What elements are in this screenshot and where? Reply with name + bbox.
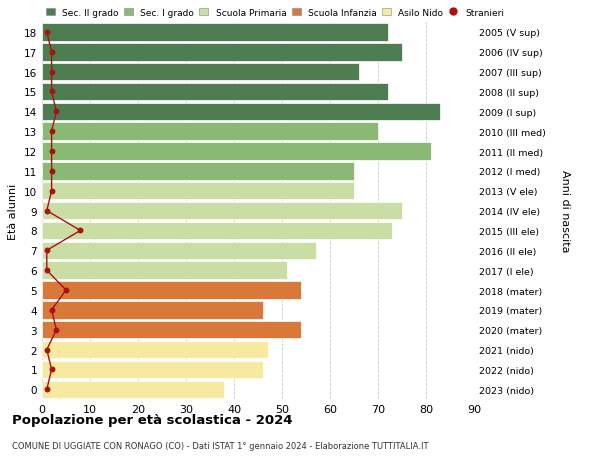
Bar bbox=[42, 84, 388, 101]
Bar bbox=[42, 381, 224, 398]
Text: COMUNE DI UGGIATE CON RONAGO (CO) - Dati ISTAT 1° gennaio 2024 - Elaborazione TU: COMUNE DI UGGIATE CON RONAGO (CO) - Dati… bbox=[12, 441, 428, 450]
Text: Popolazione per età scolastica - 2024: Popolazione per età scolastica - 2024 bbox=[12, 413, 293, 426]
Y-axis label: Anni di nascita: Anni di nascita bbox=[560, 170, 569, 252]
Bar bbox=[42, 321, 301, 339]
Point bbox=[47, 49, 56, 56]
Point bbox=[76, 227, 85, 235]
Y-axis label: Età alunni: Età alunni bbox=[8, 183, 19, 239]
Bar bbox=[42, 242, 316, 259]
Bar bbox=[42, 262, 287, 279]
Bar bbox=[42, 163, 354, 180]
Point bbox=[47, 366, 56, 373]
Point bbox=[52, 108, 61, 116]
Point bbox=[47, 128, 56, 135]
Bar bbox=[42, 202, 402, 220]
Bar bbox=[42, 282, 301, 299]
Bar bbox=[42, 103, 440, 121]
Point bbox=[47, 307, 56, 314]
Point bbox=[52, 326, 61, 334]
Point bbox=[47, 148, 56, 156]
Point bbox=[42, 267, 52, 274]
Legend: Sec. II grado, Sec. I grado, Scuola Primaria, Scuola Infanzia, Asilo Nido, Stran: Sec. II grado, Sec. I grado, Scuola Prim… bbox=[42, 5, 508, 21]
Point bbox=[61, 287, 71, 294]
Bar bbox=[42, 44, 402, 62]
Point bbox=[42, 346, 52, 353]
Point bbox=[42, 247, 52, 254]
Bar bbox=[42, 183, 354, 200]
Point bbox=[47, 69, 56, 76]
Point bbox=[47, 188, 56, 195]
Point bbox=[42, 207, 52, 215]
Bar bbox=[42, 64, 359, 81]
Bar bbox=[42, 143, 431, 161]
Bar bbox=[42, 341, 268, 358]
Point bbox=[47, 89, 56, 96]
Point bbox=[42, 386, 52, 393]
Bar bbox=[42, 302, 263, 319]
Bar bbox=[42, 123, 378, 140]
Bar bbox=[42, 222, 392, 240]
Bar bbox=[42, 24, 388, 42]
Bar bbox=[42, 361, 263, 378]
Point bbox=[47, 168, 56, 175]
Point bbox=[42, 29, 52, 37]
